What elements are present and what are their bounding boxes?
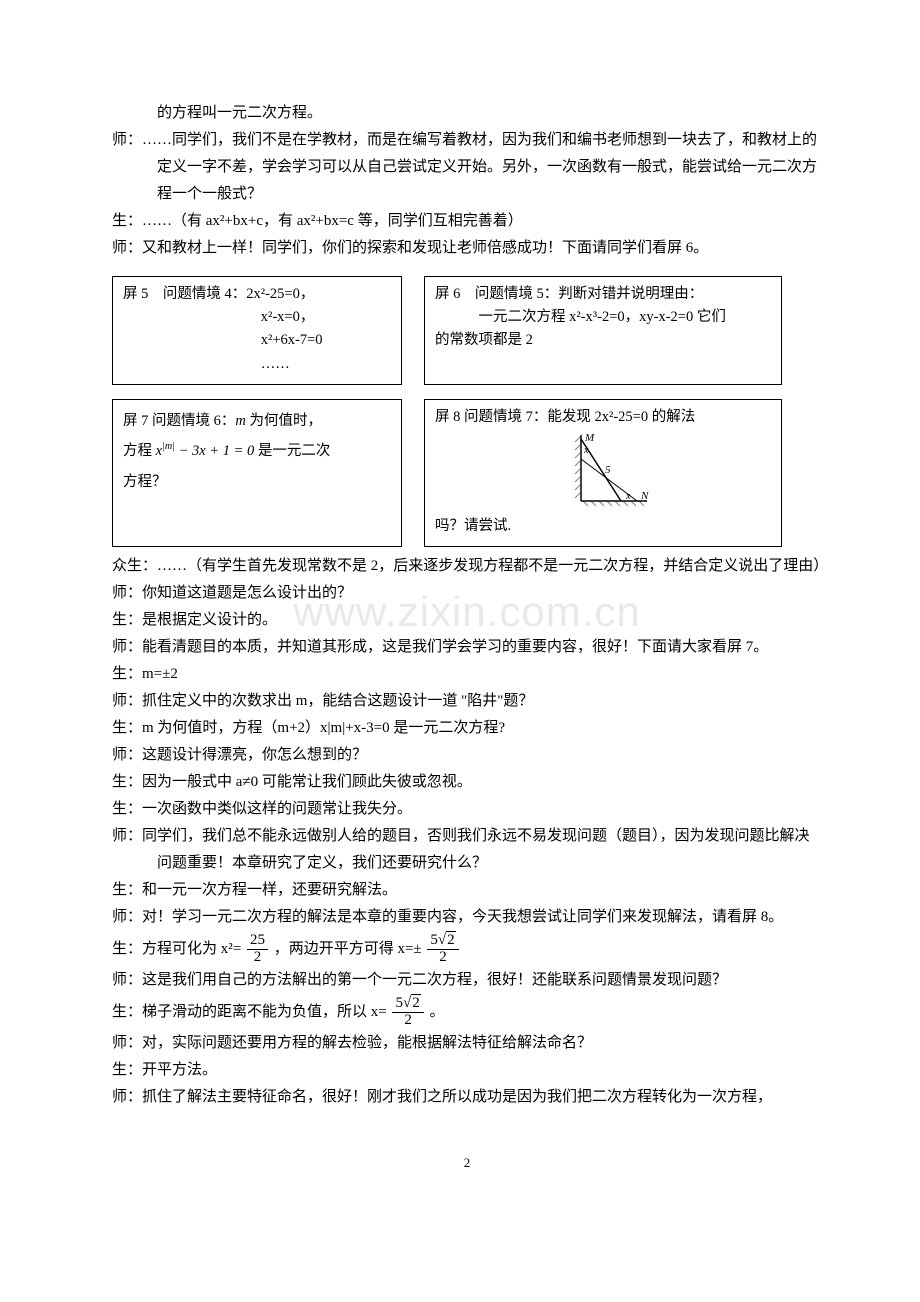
frac-den: 2 bbox=[392, 1013, 423, 1029]
box7-l1a: 屏 7 问题情境 6： bbox=[123, 413, 235, 429]
teacher-line: 师：抓住定义中的次数求出 m，能结合这题设计一道 "陷井"题？ bbox=[112, 688, 822, 715]
teacher-line: 师：对！学习一元二次方程的解法是本章的重要内容，今天我想尝试让同学们来发现解法，… bbox=[112, 904, 822, 931]
fraction-25-2: 25 2 bbox=[247, 933, 268, 966]
box8-title: 屏 8 问题情境 7：能发现 2x²-25=0 的解法 bbox=[435, 406, 771, 429]
s9b: ，两边开平方可得 x=± bbox=[274, 941, 422, 957]
teacher-line: 师：……同学们，我们不是在学教材，而是在编写着教材，因为我们和编书老师想到一块去… bbox=[112, 127, 822, 208]
box7-eq: x|m| − 3x + 1 = 0 bbox=[156, 443, 255, 459]
student-line: 生：是根据定义设计的。 bbox=[112, 607, 822, 634]
students-line: 众生：……（有学生首先发现常数不是 2，后来逐步发现方程都不是一元二次方程，并结… bbox=[112, 553, 822, 580]
student-line: 生：一次函数中类似这样的问题常让我失分。 bbox=[112, 796, 822, 823]
box6-line: 一元二次方程 x²-x³-2=0，xy-x-2=0 它们 bbox=[435, 306, 771, 329]
teacher-line: 师：又和教材上一样！同学们，你们的探索和发现让老师倍感成功！下面请同学们看屏 6… bbox=[112, 235, 822, 262]
s10a: 生：梯子滑动的距离不能为负值，所以 x= bbox=[112, 1004, 387, 1020]
s9a: 生：方程可化为 x²= bbox=[112, 941, 245, 957]
eq-rest: − 3x + 1 = 0 bbox=[175, 443, 254, 459]
frac-den: 2 bbox=[427, 950, 458, 966]
teacher-line: 师：对，实际问题还要用方程的解去检验，能根据解法特征给解法命名？ bbox=[112, 1030, 822, 1057]
s10b: 。 bbox=[429, 1004, 444, 1020]
frac-den: 2 bbox=[247, 950, 268, 966]
fraction-5r2-2b: 52 2 bbox=[392, 996, 423, 1029]
teacher-line: 师：这是我们用自己的方法解出的第一个一元二次方程，很好！还能联系问题情景发现问题… bbox=[112, 967, 822, 994]
boxes-row-2: 屏 7 问题情境 6：m 为何值时， 方程 x|m| − 3x + 1 = 0 … bbox=[112, 399, 822, 547]
watermark-wrap: www.zixin.com.cn 师：你知道这道题是怎么设计出的？ 生：是根据定… bbox=[112, 580, 822, 634]
frac-num: 25 bbox=[247, 933, 268, 950]
screen-6-box: 屏 6 问题情境 5：判断对错并说明理由： 一元二次方程 x²-x³-2=0，x… bbox=[424, 276, 782, 385]
ladder-svg: M N 5 x x bbox=[543, 433, 663, 511]
student-line: 生：m 为何值时，方程（m+2）x|m|+x-3=0 是一元二次方程? bbox=[112, 715, 822, 742]
label-x2: x bbox=[625, 491, 631, 502]
boxes-row-1: 屏 5 问题情境 4：2x²-25=0， x²-x=0， x²+6x-7=0 …… bbox=[112, 276, 822, 385]
box7-line2: 方程 x|m| − 3x + 1 = 0 是一元二次 bbox=[123, 436, 391, 466]
frac-num: 52 bbox=[392, 996, 423, 1013]
continuation-line: 的方程叫一元二次方程。 bbox=[112, 100, 822, 127]
box8-foot: 吗？请尝试. bbox=[435, 515, 771, 538]
teacher-line: 师：你知道这道题是怎么设计出的？ bbox=[112, 580, 822, 607]
rad: 2 bbox=[446, 931, 456, 948]
student-line: 生：……（有 ax²+bx+c，有 ax²+bx=c 等，同学们互相完善着） bbox=[112, 208, 822, 235]
student-line: 生：因为一般式中 a≠0 可能常让我们顾此失彼或忽视。 bbox=[112, 769, 822, 796]
box7-m: m bbox=[235, 413, 245, 429]
pre: 5 bbox=[395, 995, 403, 1011]
student-line: 生：m=±2 bbox=[112, 661, 822, 688]
fraction-5r2-2: 52 2 bbox=[427, 933, 458, 966]
box7-l2a: 方程 bbox=[123, 443, 156, 459]
student-line-eq2: 生：梯子滑动的距离不能为负值，所以 x= 52 2 。 bbox=[112, 994, 822, 1030]
box6-title: 屏 6 问题情境 5：判断对错并说明理由： bbox=[435, 283, 771, 306]
teacher-line: 师：这题设计得漂亮，你怎么想到的？ bbox=[112, 742, 822, 769]
teacher-line: 师：抓住了解法主要特征命名，很好！刚才我们之所以成功是因为我们把二次方程转化为一… bbox=[112, 1084, 822, 1111]
frac-num: 52 bbox=[427, 933, 458, 950]
label-N: N bbox=[640, 490, 649, 502]
label-x1: x bbox=[583, 445, 589, 456]
box5-line: …… bbox=[123, 353, 391, 376]
teacher-line: 师：能看清题目的本质，并知道其形成，这是我们学会学习的重要内容，很好！下面请大家… bbox=[112, 634, 822, 661]
box5-title: 屏 5 问题情境 4：2x²-25=0， bbox=[123, 283, 391, 306]
sqrt-icon: 2 bbox=[438, 933, 456, 949]
page-number: 2 bbox=[112, 1151, 822, 1174]
eq-exp: |m| bbox=[162, 441, 175, 452]
student-line: 生：开平方法。 bbox=[112, 1057, 822, 1084]
student-line-eq1: 生：方程可化为 x²= 25 2 ，两边开平方可得 x=± 52 2 bbox=[112, 931, 822, 967]
box7-line1: 屏 7 问题情境 6：m 为何值时， bbox=[123, 406, 391, 436]
box5-line: x²+6x-7=0 bbox=[123, 329, 391, 352]
rad: 2 bbox=[411, 994, 421, 1011]
box7-l1c: 为何值时， bbox=[246, 413, 322, 429]
box7-l2c: 是一元二次 bbox=[254, 443, 330, 459]
teacher-line: 师：同学们，我们总不能永远做别人给的题目，否则我们永远不易发现问题（题目），因为… bbox=[112, 823, 822, 877]
label-5: 5 bbox=[605, 464, 611, 476]
screen-5-box: 屏 5 问题情境 4：2x²-25=0， x²-x=0， x²+6x-7=0 …… bbox=[112, 276, 402, 385]
box6-line: 的常数项都是 2 bbox=[435, 329, 771, 352]
screen-8-box: 屏 8 问题情境 7：能发现 2x²-25=0 的解法 M bbox=[424, 399, 782, 547]
sqrt-icon: 2 bbox=[403, 996, 421, 1012]
label-M: M bbox=[584, 433, 595, 444]
pre: 5 bbox=[430, 932, 438, 948]
box5-line: x²-x=0， bbox=[123, 306, 391, 329]
box7-line3: 方程？ bbox=[123, 467, 391, 497]
student-line: 生：和一元一次方程一样，还要研究解法。 bbox=[112, 877, 822, 904]
screen-7-box: 屏 7 问题情境 6：m 为何值时， 方程 x|m| − 3x + 1 = 0 … bbox=[112, 399, 402, 547]
ladder-diagram: M N 5 x x bbox=[435, 433, 771, 511]
